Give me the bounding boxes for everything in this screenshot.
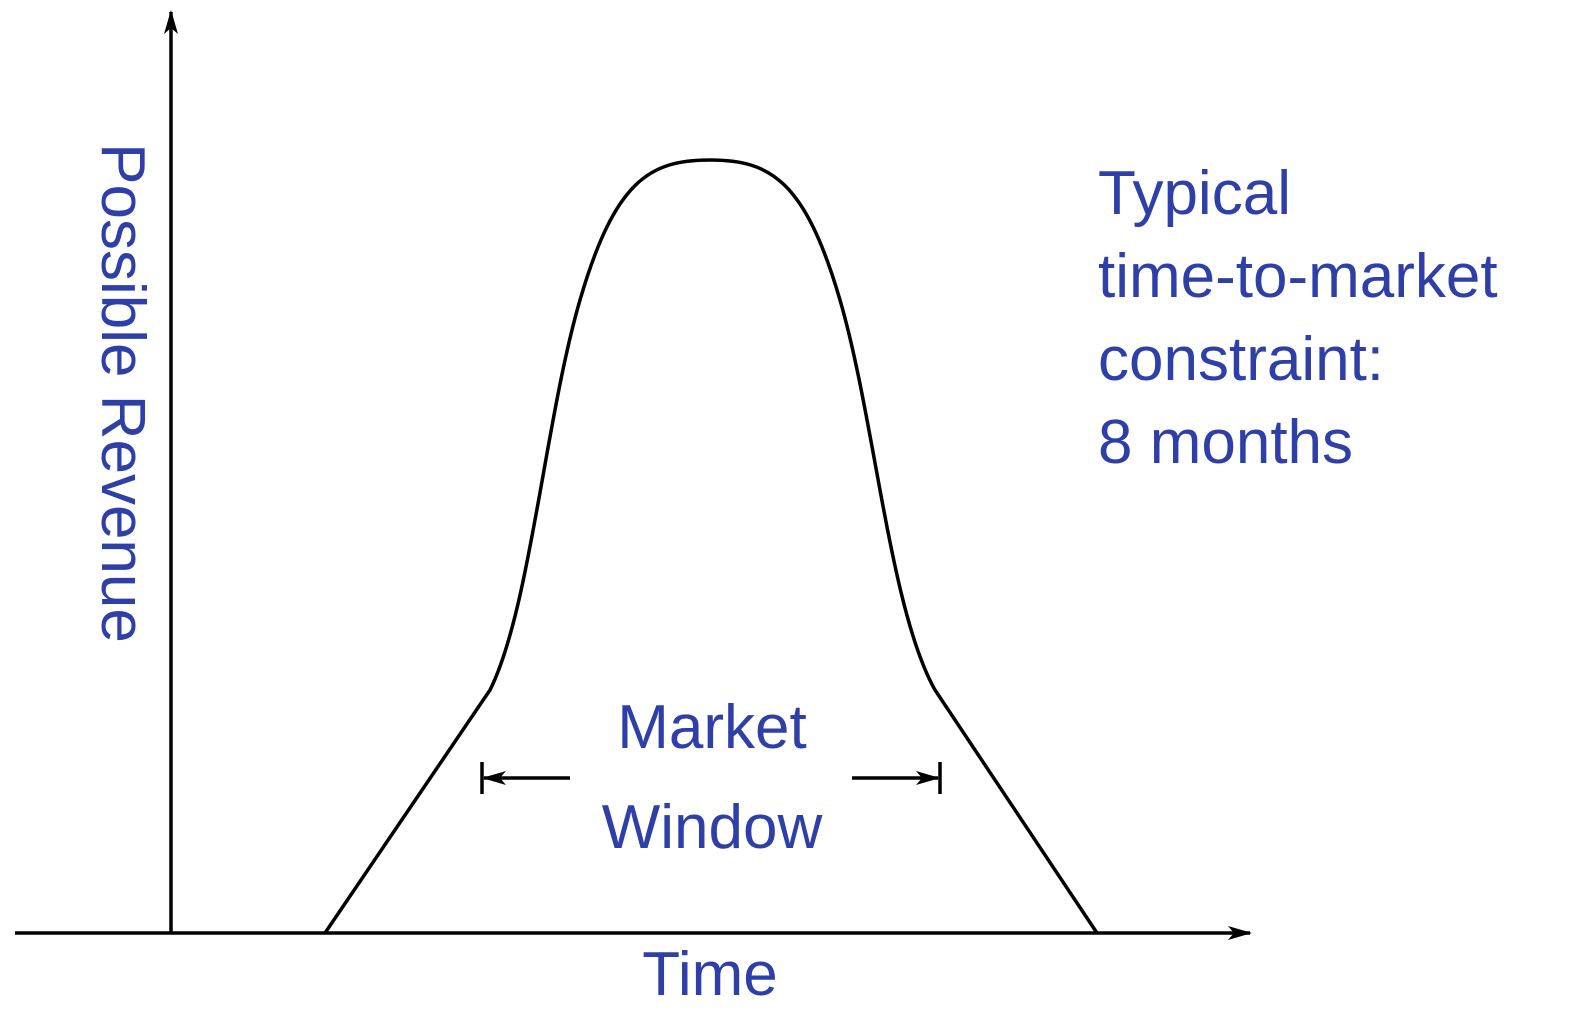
note-line: time-to-market bbox=[1098, 242, 1498, 311]
note-line: constraint: bbox=[1098, 325, 1384, 394]
note-line: Typical bbox=[1098, 159, 1291, 228]
y-axis-label: Possible Revenue bbox=[88, 143, 157, 643]
x-axis-label: Time bbox=[642, 940, 777, 1009]
note-line: 8 months bbox=[1098, 408, 1353, 477]
window-label: Market bbox=[617, 693, 806, 762]
window-label: Window bbox=[602, 793, 823, 862]
revenue-curve bbox=[323, 158, 1099, 934]
